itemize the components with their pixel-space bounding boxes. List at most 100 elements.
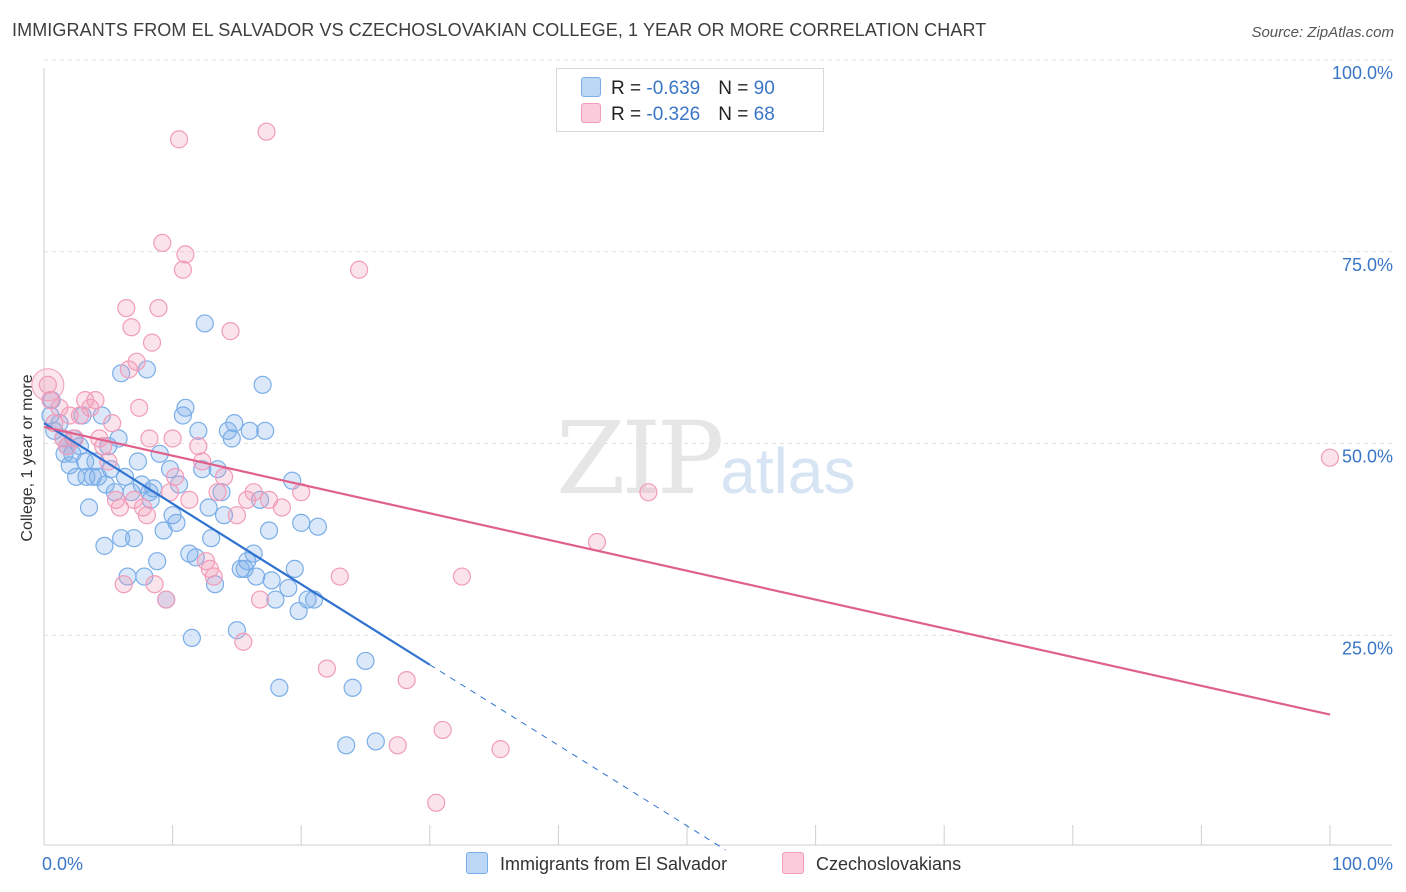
data-point-czechoslovakian bbox=[122, 318, 141, 337]
data-point-el-salvador bbox=[256, 421, 275, 440]
data-point-czechoslovakian bbox=[163, 429, 182, 448]
data-point-el-salvador bbox=[128, 452, 147, 471]
x-tick-label: 0.0% bbox=[42, 854, 83, 874]
data-point-czechoslovakian bbox=[117, 299, 136, 318]
data-point-el-salvador bbox=[227, 621, 246, 640]
data-point-czechoslovakian bbox=[166, 467, 185, 486]
y-tick-label: 50.0% bbox=[1342, 447, 1393, 467]
legend-r-value: -0.326 bbox=[646, 104, 701, 125]
data-point-el-salvador bbox=[337, 736, 356, 755]
data-point-czechoslovakian bbox=[214, 467, 234, 486]
data-point-el-salvador bbox=[262, 571, 281, 590]
data-point-czechoslovakian bbox=[110, 498, 129, 517]
data-point-el-salvador bbox=[247, 567, 266, 586]
data-point-czechoslovakian bbox=[176, 245, 195, 264]
data-point-czechoslovakian bbox=[427, 793, 446, 812]
data-point-el-salvador bbox=[112, 529, 131, 548]
data-point-el-salvador bbox=[222, 429, 241, 448]
data-point-el-salvador bbox=[195, 314, 214, 333]
data-point-el-salvador bbox=[356, 651, 375, 671]
data-point-czechoslovakian bbox=[317, 659, 337, 678]
legend-swatch-pink bbox=[581, 103, 601, 123]
data-point-czechoslovakian bbox=[397, 670, 416, 690]
data-point-el-salvador bbox=[308, 517, 328, 536]
data-point-czechoslovakian bbox=[452, 567, 472, 586]
bottom-legend-label: Czechoslovakians bbox=[816, 854, 962, 874]
data-point-el-salvador bbox=[186, 548, 205, 567]
data-point-czechoslovakian bbox=[38, 375, 57, 394]
data-point-czechoslovakian bbox=[234, 632, 253, 651]
data-point-czechoslovakian bbox=[127, 352, 146, 371]
bottom-legend-el-salvador: Immigrants from El Salvador bbox=[466, 852, 727, 875]
data-point-el-salvador bbox=[115, 467, 135, 486]
data-point-czechoslovakian bbox=[349, 260, 369, 279]
data-point-czechoslovakian bbox=[153, 233, 172, 253]
y-tick-label: 25.0% bbox=[1342, 638, 1393, 658]
data-point-el-salvador bbox=[167, 513, 186, 532]
data-point-czechoslovakian bbox=[244, 483, 263, 502]
data-point-czechoslovakian bbox=[130, 398, 149, 417]
legend-n-value: 68 bbox=[753, 104, 775, 125]
legend-n-value: 90 bbox=[753, 78, 775, 99]
data-point-czechoslovakian bbox=[433, 720, 452, 740]
watermark: ZIPatlas bbox=[556, 400, 855, 517]
data-point-el-salvador bbox=[199, 498, 218, 517]
data-point-el-salvador bbox=[212, 483, 231, 502]
bottom-legend-swatch-pink bbox=[782, 852, 804, 874]
data-point-czechoslovakian bbox=[189, 437, 208, 456]
data-point-czechoslovakian bbox=[137, 506, 156, 525]
legend-n-label: N = bbox=[718, 78, 754, 99]
trend-line-el-salvador-extension bbox=[429, 664, 726, 851]
data-point-el-salvador bbox=[214, 506, 234, 525]
data-point-el-salvador bbox=[137, 360, 156, 379]
data-point-el-salvador bbox=[292, 513, 311, 532]
legend-swatch-blue bbox=[581, 77, 601, 97]
data-point-czechoslovakian bbox=[140, 429, 159, 448]
data-point-el-salvador bbox=[124, 529, 144, 548]
data-point-el-salvador bbox=[285, 559, 304, 578]
data-point-el-salvador bbox=[148, 552, 167, 571]
x-tick-label: 100.0% bbox=[1332, 854, 1393, 874]
data-point-el-salvador bbox=[304, 590, 324, 609]
data-point-czechoslovakian-cluster bbox=[31, 368, 65, 402]
data-point-el-salvador bbox=[266, 590, 285, 609]
data-point-czechoslovakian bbox=[169, 130, 189, 149]
data-point-czechoslovakian bbox=[257, 122, 276, 141]
data-point-el-salvador bbox=[240, 421, 259, 440]
data-point-el-salvador bbox=[259, 521, 279, 540]
bottom-legend-label: Immigrants from El Salvador bbox=[500, 854, 728, 874]
data-point-czechoslovakian bbox=[330, 567, 349, 586]
data-point-czechoslovakian bbox=[173, 260, 192, 279]
data-point-czechoslovakian bbox=[149, 299, 168, 318]
data-point-czechoslovakian bbox=[388, 736, 407, 755]
data-point-czechoslovakian bbox=[114, 575, 133, 594]
legend-r-value: -0.639 bbox=[646, 78, 701, 99]
data-point-el-salvador bbox=[343, 678, 362, 697]
bottom-legend-czechoslovakians: Czechoslovakians bbox=[782, 852, 961, 875]
data-point-czechoslovakian bbox=[142, 333, 162, 352]
legend-n-label: N = bbox=[718, 104, 754, 125]
y-tick-label: 100.0% bbox=[1332, 63, 1393, 83]
data-point-el-salvador bbox=[176, 398, 195, 417]
data-point-el-salvador bbox=[366, 732, 385, 751]
data-point-czechoslovakian bbox=[639, 483, 658, 502]
data-point-czechoslovakian bbox=[157, 590, 176, 609]
chart-title: IMMIGRANTS FROM EL SALVADOR VS CZECHOSLO… bbox=[12, 20, 987, 40]
legend-row-el-salvador: R = -0.639 N = 90 bbox=[581, 77, 775, 101]
data-point-czechoslovakian bbox=[119, 360, 138, 379]
data-point-el-salvador bbox=[77, 467, 96, 486]
y-tick-label: 75.0% bbox=[1342, 255, 1393, 275]
data-point-czechoslovakian bbox=[60, 406, 79, 425]
data-point-czechoslovakian bbox=[227, 506, 246, 525]
data-point-el-salvador bbox=[253, 375, 272, 394]
watermark-atlas: atlas bbox=[720, 435, 856, 507]
data-point-el-salvador bbox=[135, 567, 154, 586]
data-point-el-salvador bbox=[189, 421, 208, 440]
bottom-legend-swatch-blue bbox=[466, 852, 488, 874]
trend-line-el-salvador bbox=[43, 422, 431, 666]
correlation-legend: R = -0.639 N = 90 R = -0.326 N = 68 bbox=[556, 68, 824, 132]
data-point-czechoslovakian bbox=[1320, 448, 1340, 467]
data-point-czechoslovakian bbox=[272, 498, 292, 517]
data-point-czechoslovakian bbox=[180, 490, 199, 509]
